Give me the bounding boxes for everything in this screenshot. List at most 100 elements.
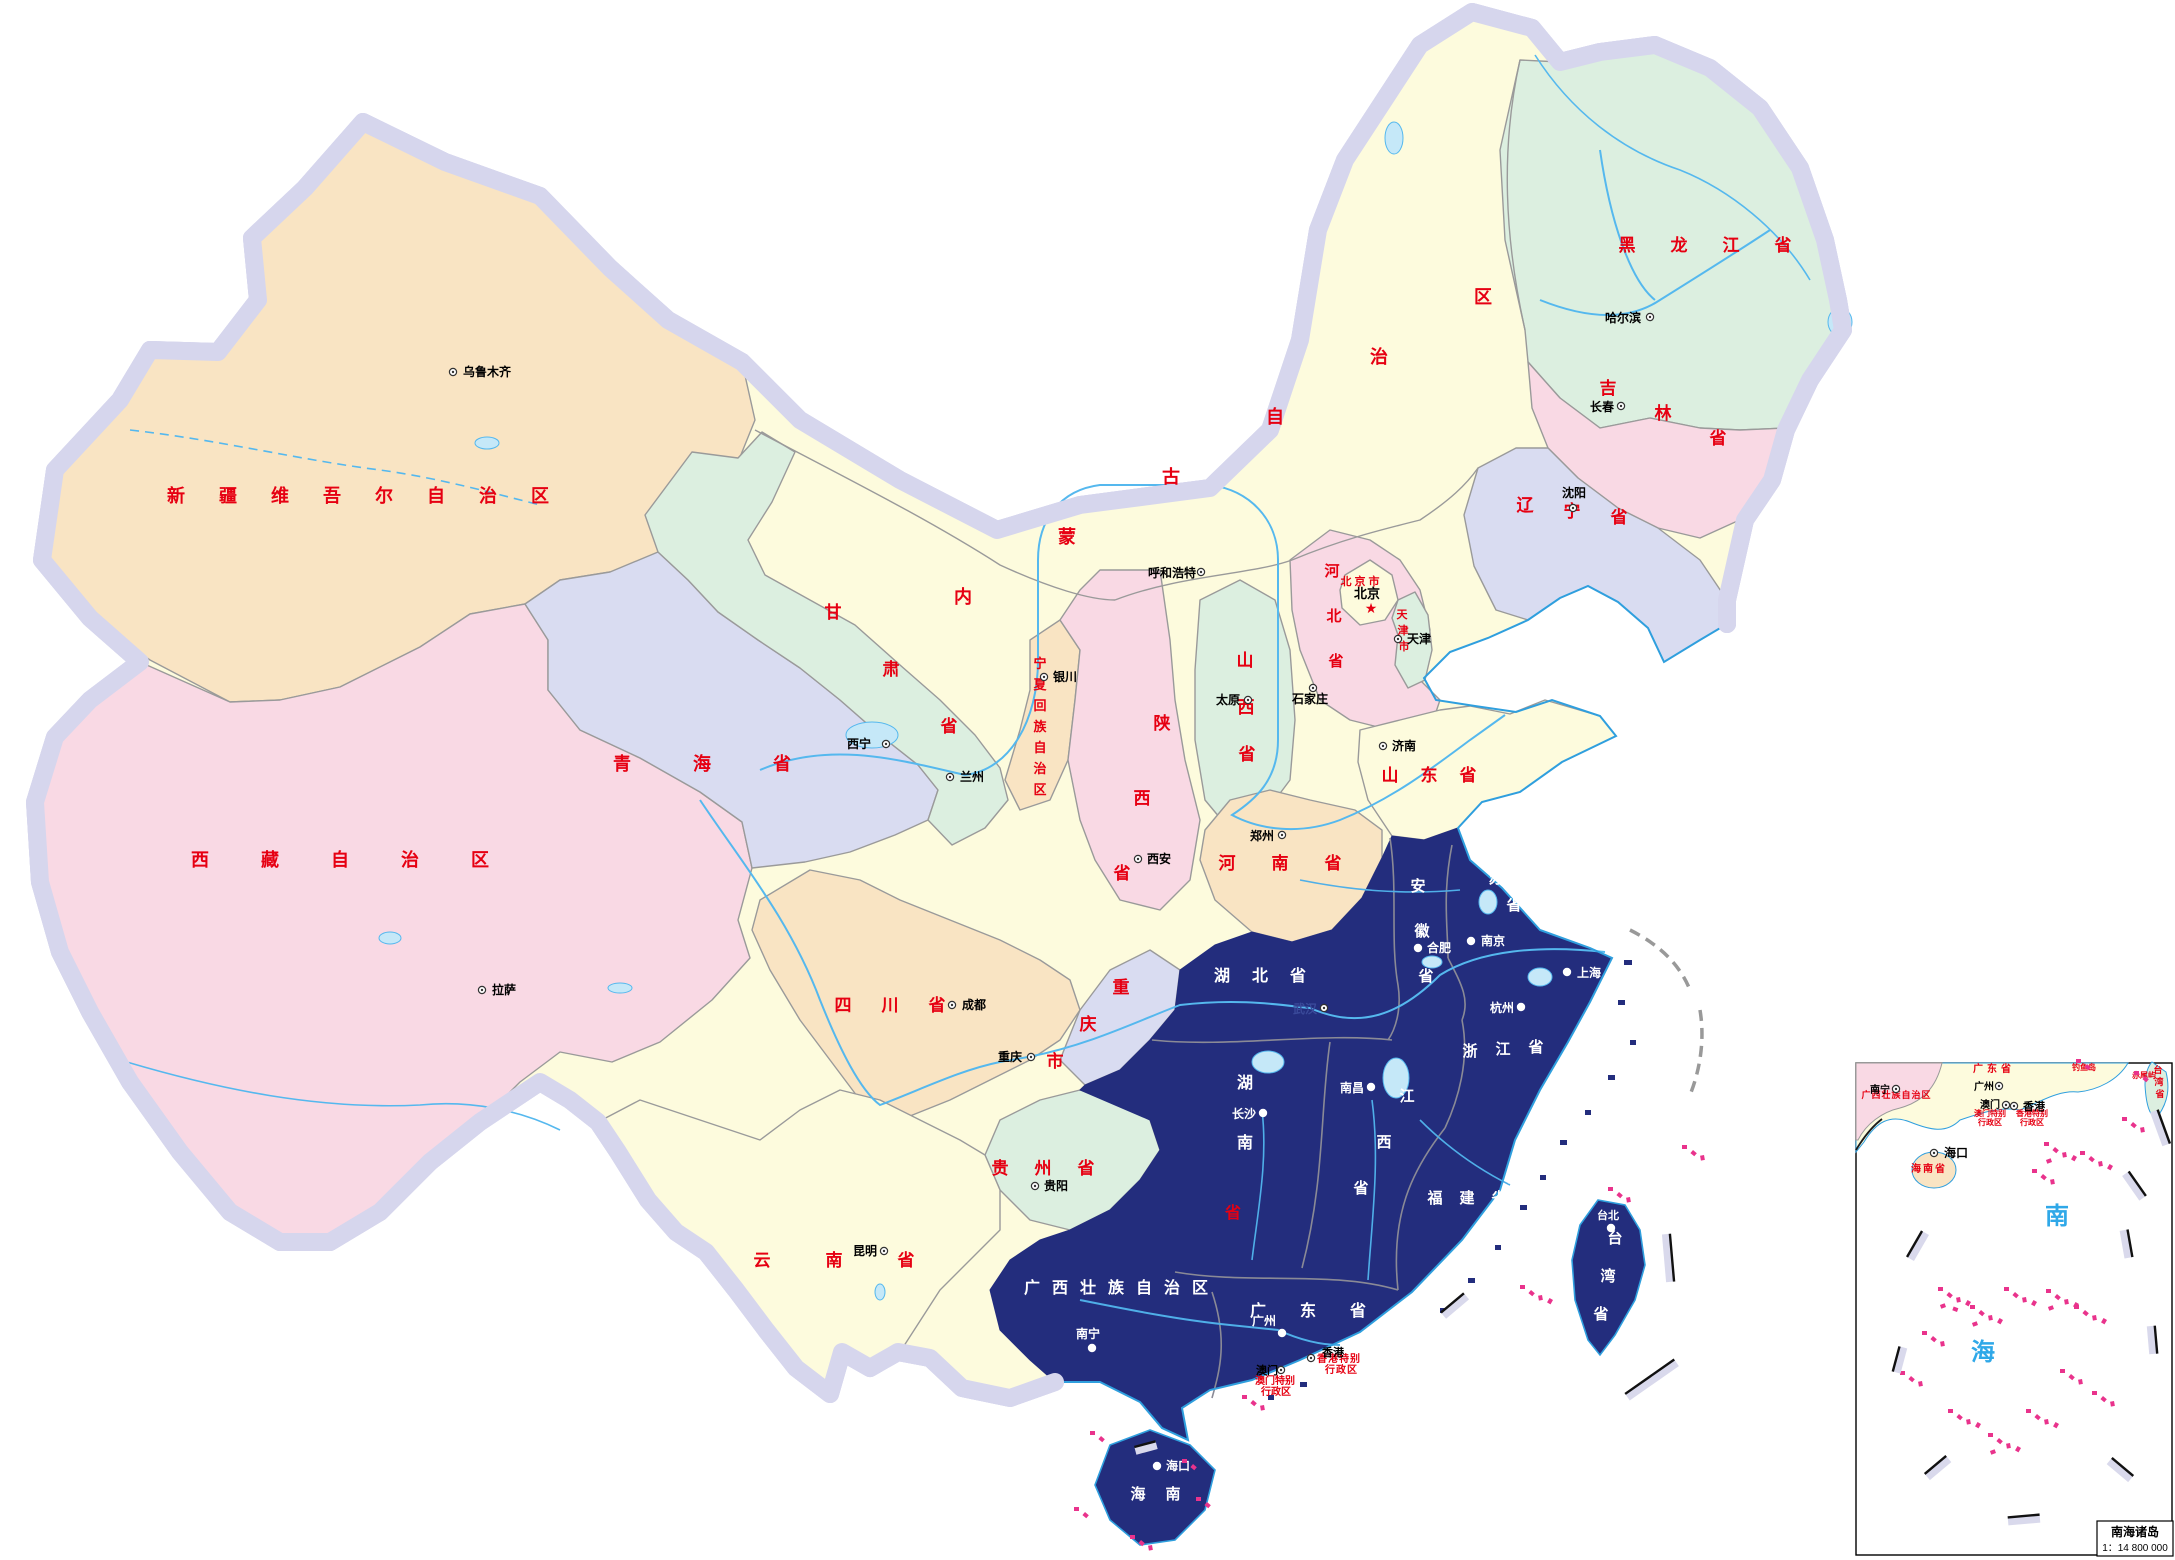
inset-province-label: 别 — [1997, 1109, 2006, 1118]
island-dot — [2100, 1395, 2107, 1403]
city-label: 昆明 — [853, 1244, 877, 1258]
inset-city-label: 广州 — [1974, 1080, 1994, 1093]
island-dot — [2045, 1158, 2053, 1164]
island-taiwan — [1571, 1199, 1646, 1357]
yarlung-river — [119, 1059, 561, 1131]
siling-lake — [378, 931, 402, 945]
province-label: 苏 — [1488, 869, 1503, 887]
province-label: 省 — [1324, 853, 1342, 873]
island-dot — [2142, 1075, 2149, 1083]
inset-taiwan — [2144, 1061, 2169, 1118]
island-dot — [2040, 1174, 2047, 1181]
inset-caption-box — [2096, 1520, 2174, 1557]
island-dot — [1996, 1438, 2003, 1445]
province-label: 南 — [826, 1250, 843, 1270]
inset-province-label: 区 — [1994, 1118, 2002, 1127]
inset-province-label: 尾 — [2139, 1071, 2148, 1080]
city-label-marker-dot — [950, 1003, 954, 1007]
inset-south-china-sea: 南海诸岛 1：14 800 000 — [1855, 1061, 2174, 1557]
inset-province-label: 湾 — [2154, 1076, 2163, 1087]
province-label: 区 — [531, 486, 549, 506]
island-dot — [2047, 1305, 2054, 1311]
province-label: 北 — [1341, 574, 1352, 588]
inset-province-label: 区 — [2036, 1118, 2044, 1127]
province-label: 吾 — [323, 486, 341, 506]
province-label: 西 — [191, 850, 209, 870]
province-label: 省 — [1490, 1189, 1506, 1207]
inset-province-label: 澳 — [1974, 1108, 1983, 1118]
island-dot — [2107, 1164, 2114, 1171]
province-label: 天 — [1397, 608, 1409, 621]
island-dot — [2078, 1379, 2083, 1385]
island-dot — [1082, 1512, 1089, 1519]
city-label: 成都 — [962, 997, 986, 1012]
island-dot — [2134, 1071, 2139, 1075]
city-label: 台北 — [1597, 1208, 1619, 1222]
province-label: 海 — [693, 753, 711, 774]
province-label: 省 — [1349, 1301, 1366, 1320]
province-label: 特 — [1339, 1352, 1349, 1365]
province-label: 东 — [1300, 1301, 1316, 1320]
city-label: 杭州 — [1490, 1000, 1514, 1015]
island-dot — [2110, 1401, 2115, 1407]
province-label: 省 — [897, 1250, 915, 1270]
province-label: 澳 — [1255, 1374, 1266, 1387]
inset-frame — [1855, 1062, 2173, 1556]
province-label: 山 — [1382, 766, 1399, 785]
island-dot — [2046, 1289, 2051, 1293]
hongze-lake — [1478, 889, 1498, 915]
island-dot — [2026, 1409, 2031, 1413]
island-dot — [2101, 1318, 2107, 1325]
city-label-marker-dot — [1279, 1368, 1283, 1372]
island-dot — [2130, 1122, 2137, 1129]
city-label: 石家庄 — [1291, 691, 1328, 706]
province-label: 省 — [1352, 1179, 1368, 1197]
inset-province-label: 省 — [1934, 1162, 1945, 1175]
province-label: 港 — [1328, 1352, 1339, 1365]
province-label: 治 — [401, 849, 419, 870]
city-label: 香港 — [1321, 1345, 1345, 1359]
island-hainan — [1094, 1429, 1216, 1546]
island-dot — [2015, 1446, 2021, 1453]
island-dot — [2098, 1161, 2103, 1167]
island-dot — [2122, 1117, 2127, 1121]
city-label: 呼和浩特 — [1148, 565, 1196, 580]
yellow-river — [759, 484, 1506, 830]
island-dot — [1989, 1449, 1996, 1455]
songhua-river — [1539, 229, 1771, 316]
inset-province-label: 海 — [1911, 1162, 1921, 1175]
island-dot — [1975, 1422, 1982, 1429]
island-dot — [2012, 1292, 2019, 1299]
island-dot — [1260, 1405, 1265, 1411]
inner-mongolia-borders — [754, 59, 1526, 601]
city-label-marker-dot — [451, 370, 455, 374]
province-label: 南 — [1237, 1133, 1253, 1152]
yangtze-river — [699, 799, 1606, 1107]
island-dot — [2004, 1287, 2009, 1291]
province-label: 省 — [1238, 744, 1256, 764]
inset-province-label: 行 — [1977, 1117, 1986, 1127]
island-dot — [1700, 1155, 1705, 1161]
province-label: 湾 — [1600, 1267, 1615, 1285]
province-label: 肃 — [883, 660, 900, 679]
province-label: 浙 — [1462, 1042, 1477, 1060]
city-label: 乌鲁木齐 — [463, 364, 512, 379]
generated-labels-layer: 新疆维吾尔自治区西藏自治区青海省甘肃省宁夏回族自治区陕西省山西省河北省北京市天津… — [167, 235, 2172, 1551]
province-shaanxi — [1059, 569, 1201, 911]
province-label: 宁 — [1033, 656, 1046, 671]
island-dot — [1918, 1380, 1923, 1387]
boundary-dash-bar — [2146, 1325, 2159, 1355]
province-label: 广 — [1250, 1301, 1266, 1320]
boundary-dash-bar — [2007, 1513, 2041, 1526]
island-dot — [1956, 1297, 1961, 1303]
island-dot — [2031, 1300, 2038, 1307]
city-label-marker-dot — [480, 988, 484, 992]
island-dot — [2074, 1305, 2079, 1309]
city-label-marker-dot — [1029, 1055, 1033, 1059]
province-label: 西 — [1376, 1134, 1391, 1151]
island-dot — [2034, 1414, 2041, 1421]
city-label: 西宁 — [847, 736, 871, 751]
island-dot — [1608, 1187, 1613, 1191]
province-label: 自 — [1136, 1278, 1152, 1297]
province-label: 福 — [1426, 1189, 1442, 1207]
